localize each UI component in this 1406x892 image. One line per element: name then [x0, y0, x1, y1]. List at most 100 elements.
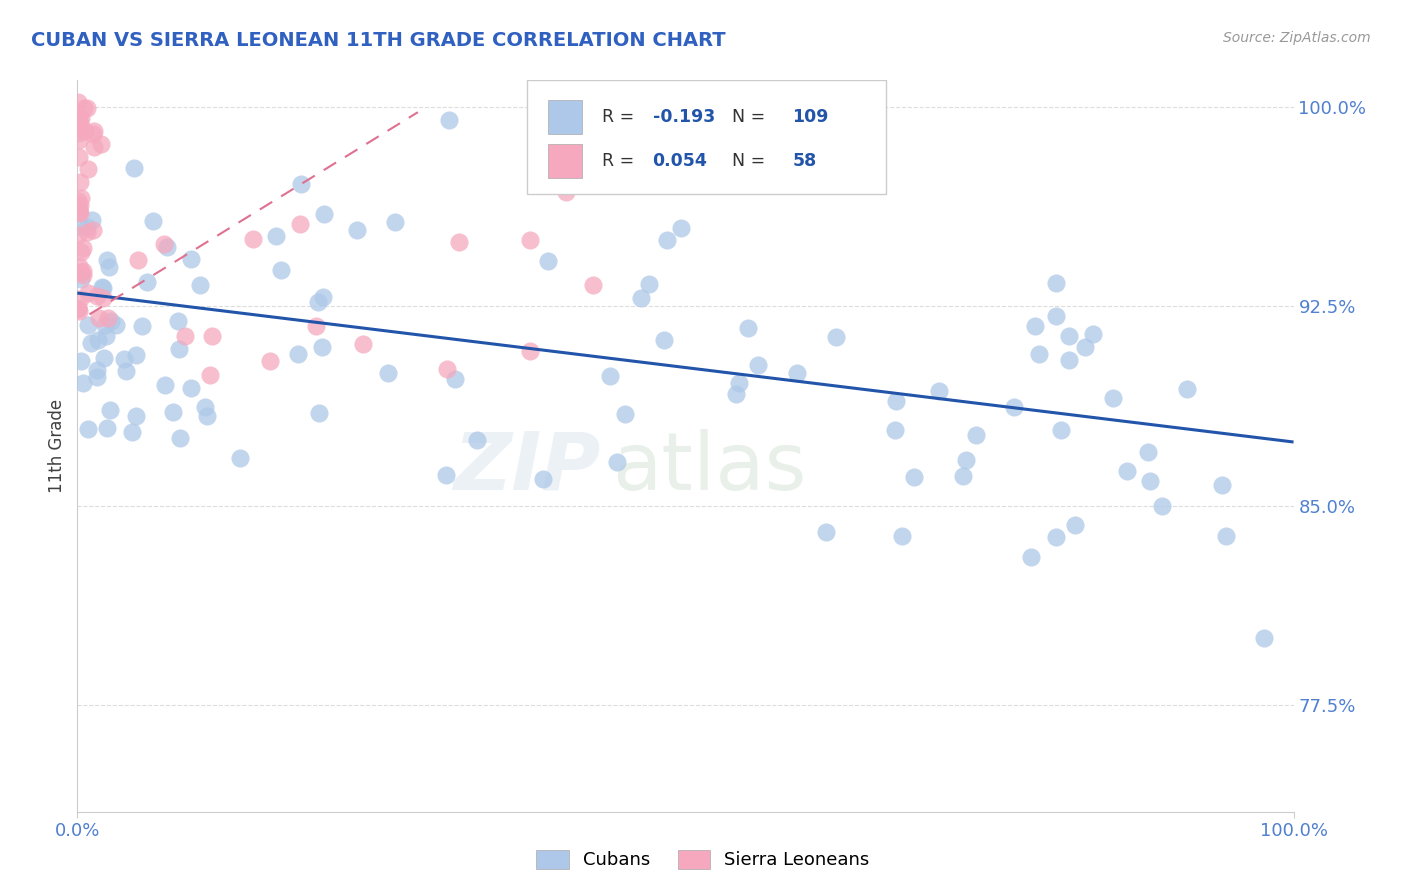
Text: ZIP: ZIP [453, 429, 600, 507]
Text: R =: R = [602, 152, 640, 169]
Point [308, 406, 330, 420]
Text: -0.193: -0.193 [652, 108, 714, 126]
Point [69, 206, 91, 220]
Point [69, 292, 91, 306]
Point [1137, 444, 1160, 458]
Point [80, 212, 103, 227]
Point [153, 237, 176, 252]
Point [67, 111, 90, 125]
Point [72, 268, 94, 283]
FancyBboxPatch shape [527, 80, 886, 194]
Point [124, 161, 146, 176]
Point [66, 126, 89, 140]
Text: 58: 58 [793, 152, 817, 169]
Point [69, 111, 91, 125]
Point [1139, 475, 1161, 489]
Point [891, 529, 914, 543]
Point [630, 291, 652, 305]
Text: N =: N = [731, 152, 765, 169]
Text: 109: 109 [793, 108, 828, 126]
Point [671, 221, 693, 235]
Point [90, 137, 112, 152]
Point [69, 191, 91, 205]
Point [69, 175, 91, 189]
Point [98, 403, 121, 417]
Point [67, 259, 90, 273]
Text: R =: R = [602, 108, 640, 126]
Point [519, 233, 541, 247]
Point [72, 264, 94, 278]
Point [815, 524, 838, 539]
Point [554, 186, 576, 200]
Point [91, 281, 114, 295]
Point [582, 277, 605, 292]
Point [66, 205, 89, 219]
FancyBboxPatch shape [548, 100, 582, 134]
Point [76, 422, 98, 436]
Point [125, 348, 148, 362]
Point [903, 470, 925, 484]
Point [86, 370, 108, 384]
Text: atlas: atlas [613, 429, 807, 507]
Point [290, 177, 312, 191]
Point [606, 455, 628, 469]
Point [167, 314, 190, 328]
Text: 0.054: 0.054 [652, 152, 707, 169]
Point [77, 318, 100, 332]
Point [312, 206, 335, 220]
Point [465, 434, 488, 448]
Point [162, 404, 184, 418]
Point [824, 330, 846, 344]
Point [105, 318, 128, 332]
Point [614, 407, 637, 421]
Point [307, 295, 329, 310]
Point [312, 290, 335, 304]
Point [94, 318, 117, 332]
Point [229, 450, 252, 465]
Point [384, 215, 406, 229]
Point [83, 140, 105, 154]
Point [91, 291, 114, 305]
Point [77, 162, 100, 177]
Point [928, 384, 950, 399]
Point [965, 428, 987, 442]
Point [67, 202, 90, 217]
Text: Source: ZipAtlas.com: Source: ZipAtlas.com [1223, 31, 1371, 45]
Point [67, 194, 90, 208]
Point [346, 223, 368, 237]
Point [97, 260, 120, 275]
Point [1074, 340, 1097, 354]
Point [638, 277, 661, 292]
Legend: Cubans, Sierra Leoneans: Cubans, Sierra Leoneans [527, 841, 879, 879]
Point [270, 263, 292, 277]
Point [1102, 391, 1125, 405]
Point [537, 254, 560, 268]
Point [436, 361, 458, 376]
Point [69, 219, 91, 233]
Point [76, 101, 98, 115]
FancyBboxPatch shape [548, 144, 582, 178]
Point [112, 351, 135, 366]
Point [69, 265, 91, 279]
Point [1253, 631, 1275, 645]
Point [198, 368, 221, 383]
Point [69, 198, 91, 212]
Point [83, 124, 105, 138]
Point [90, 279, 112, 293]
Point [131, 318, 153, 333]
Point [66, 301, 89, 316]
Point [724, 386, 747, 401]
Point [447, 235, 470, 250]
Point [737, 321, 759, 335]
Point [287, 347, 309, 361]
Text: CUBAN VS SIERRA LEONEAN 11TH GRADE CORRELATION CHART: CUBAN VS SIERRA LEONEAN 11TH GRADE CORRE… [31, 31, 725, 50]
Point [173, 329, 195, 343]
Point [1024, 318, 1046, 333]
Point [1045, 531, 1067, 545]
Point [201, 329, 224, 343]
Point [727, 376, 749, 390]
Point [169, 342, 191, 356]
Point [1049, 424, 1071, 438]
Point [76, 219, 98, 234]
Point [72, 376, 94, 391]
